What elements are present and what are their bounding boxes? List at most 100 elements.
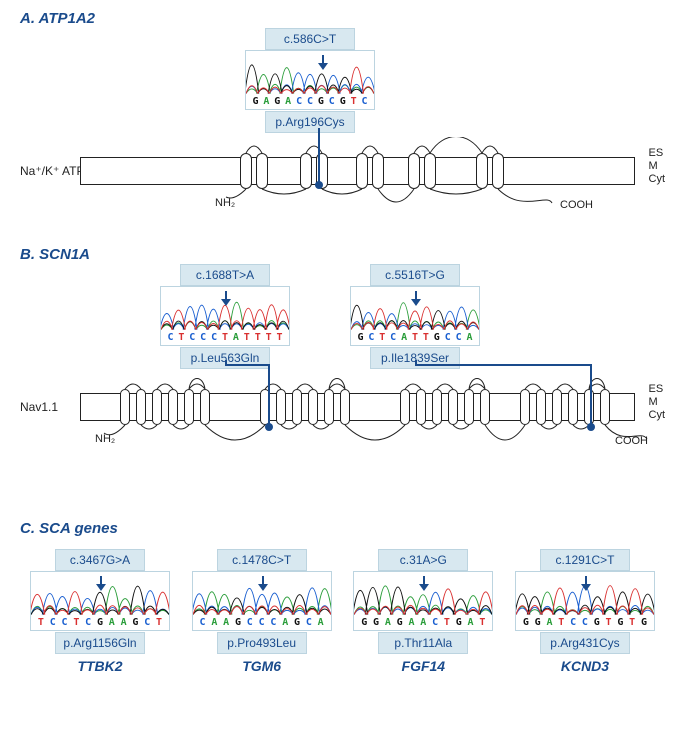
tm-helix bbox=[492, 153, 504, 189]
seq-line: TCCTCGAAGCT bbox=[31, 617, 169, 628]
tm-helix bbox=[584, 389, 594, 425]
loops-svg bbox=[20, 137, 665, 227]
base-letter: A bbox=[263, 96, 269, 107]
base-letter: A bbox=[285, 96, 291, 107]
trace-arrow bbox=[419, 576, 429, 592]
base-letter: G bbox=[456, 617, 462, 628]
tm-helix bbox=[520, 389, 530, 425]
base-letter: T bbox=[479, 617, 485, 628]
tm-helix bbox=[476, 153, 488, 189]
panel-b-title: B. SCN1A bbox=[20, 246, 665, 263]
connector bbox=[590, 364, 592, 426]
base-letter: C bbox=[270, 617, 276, 628]
trace-arrow bbox=[221, 291, 231, 307]
panel-b-protein: Nav1.1 ES M Cyt NH₂ COOH bbox=[20, 373, 665, 463]
tm-helix bbox=[240, 153, 252, 189]
base-letter: A bbox=[468, 617, 474, 628]
panel-b: B. SCN1A c.1688T>A CTCCCTATTTT p.Leu563G… bbox=[20, 246, 665, 496]
panel-a-chroma: c.586C>T GAGACCGCGTC p.Arg196Cys bbox=[245, 28, 375, 133]
connector bbox=[415, 360, 417, 366]
base-letter: T bbox=[266, 332, 272, 343]
tm-helix bbox=[292, 389, 302, 425]
base-letter: A bbox=[385, 617, 391, 628]
trace-arrow bbox=[411, 291, 421, 307]
trace-frame: GCTCATTGCCA bbox=[350, 286, 480, 346]
trace-arrow bbox=[96, 576, 106, 592]
gene-label: FGF14 bbox=[353, 658, 493, 674]
base-letter: G bbox=[617, 617, 623, 628]
base-letter: G bbox=[641, 617, 647, 628]
protein-label: p.Arg1156Gln bbox=[55, 632, 145, 654]
tm-helix bbox=[256, 153, 268, 189]
base-letter: C bbox=[259, 617, 265, 628]
panel-c: C. SCA genes c.3467G>A TCCTCGAAGCT p.Arg… bbox=[20, 520, 665, 674]
tm-helix bbox=[324, 389, 334, 425]
trace-frame: CTCCCTATTTT bbox=[160, 286, 290, 346]
base-letter: A bbox=[546, 617, 552, 628]
base-letter: G bbox=[294, 617, 300, 628]
tm-helix bbox=[552, 389, 562, 425]
trace-frame: GGATCCGTGTG bbox=[515, 571, 655, 631]
connector-dot bbox=[587, 423, 595, 431]
base-letter: G bbox=[97, 617, 103, 628]
trace-frame: GAGACCGCGTC bbox=[245, 50, 375, 110]
tm-helix bbox=[200, 389, 210, 425]
base-letter: C bbox=[296, 96, 302, 107]
base-letter: A bbox=[223, 617, 229, 628]
base-letter: T bbox=[277, 332, 283, 343]
gene-label: TTBK2 bbox=[30, 658, 170, 674]
seq-line: GGATCCGTGTG bbox=[516, 617, 654, 628]
seq-line: CTCCCTATTTT bbox=[161, 332, 289, 343]
panel-c-grid: c.3467G>A TCCTCGAAGCT p.Arg1156Gln TTBK2… bbox=[20, 549, 665, 674]
trace-arrow bbox=[318, 55, 328, 71]
tm-helix bbox=[432, 389, 442, 425]
tm-helix bbox=[464, 389, 474, 425]
base-letter: C bbox=[329, 96, 335, 107]
base-letter: G bbox=[373, 617, 379, 628]
base-letter: C bbox=[456, 332, 462, 343]
tm-helix bbox=[136, 389, 146, 425]
base-letter: A bbox=[233, 332, 239, 343]
base-letter: T bbox=[73, 617, 79, 628]
base-letter: T bbox=[255, 332, 261, 343]
base-letter: A bbox=[420, 617, 426, 628]
base-letter: C bbox=[306, 617, 312, 628]
base-letter: A bbox=[408, 617, 414, 628]
tm-helix bbox=[400, 389, 410, 425]
base-letter: T bbox=[412, 332, 418, 343]
base-letter: G bbox=[397, 617, 403, 628]
tm-helix bbox=[308, 389, 318, 425]
base-letter: G bbox=[274, 96, 280, 107]
cdna-label: c.3467G>A bbox=[55, 549, 145, 571]
seq-line: GCTCATTGCCA bbox=[351, 332, 479, 343]
base-letter: C bbox=[582, 617, 588, 628]
base-letter: C bbox=[200, 332, 206, 343]
connector bbox=[318, 128, 320, 184]
tm-helix bbox=[300, 153, 312, 189]
protein-label: p.Thr11Ala bbox=[378, 632, 468, 654]
tm-helix bbox=[568, 389, 578, 425]
seq-line: GAGACCGCGTC bbox=[246, 96, 374, 107]
tm-helix bbox=[600, 389, 610, 425]
panel-c-item: c.1291C>T GGATCCGTGTG p.Arg431Cys KCND3 bbox=[515, 549, 655, 674]
connector-dot bbox=[265, 423, 273, 431]
trace-arrow bbox=[258, 576, 268, 592]
base-letter: C bbox=[144, 617, 150, 628]
cooh-label: COOH bbox=[560, 199, 593, 211]
base-letter: A bbox=[121, 617, 127, 628]
base-letter: T bbox=[379, 332, 385, 343]
base-letter: G bbox=[252, 96, 258, 107]
base-letter: C bbox=[62, 617, 68, 628]
base-letter: C bbox=[50, 617, 56, 628]
panel-a-title: A. ATP1A2 bbox=[20, 10, 665, 27]
base-letter: G bbox=[235, 617, 241, 628]
base-letter: T bbox=[38, 617, 44, 628]
connector-h bbox=[225, 364, 268, 366]
seq-line: CAAGCCCAGCA bbox=[193, 617, 331, 628]
nh2-label: NH₂ bbox=[95, 433, 115, 445]
panel-c-item: c.31A>G GGAGAACTGAT p.Thr11Ala FGF14 bbox=[353, 549, 493, 674]
base-letter: T bbox=[156, 617, 162, 628]
base-letter: G bbox=[434, 332, 440, 343]
cdna-label: c.586C>T bbox=[265, 28, 355, 50]
base-letter: C bbox=[368, 332, 374, 343]
